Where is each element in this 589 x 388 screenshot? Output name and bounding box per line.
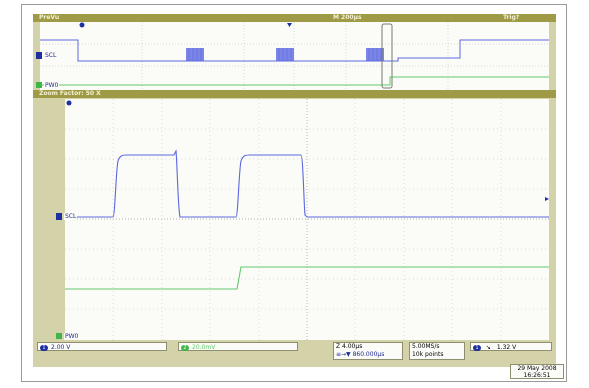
trigger-source-badge: 1 <box>473 344 481 351</box>
ch2-badge: 2 <box>181 344 189 351</box>
time-value: 16:26:51 <box>523 372 551 379</box>
zoom-factor-bar: Zoom Factor: 50 X <box>33 90 556 98</box>
overview-burst-lines <box>188 48 382 61</box>
overview-grid <box>40 22 549 90</box>
timestamp-box: 29 May 2008 16:26:51 <box>510 364 564 379</box>
trigger-level-value: 1.32 V <box>496 344 517 351</box>
ch1-badge: 1 <box>40 344 48 351</box>
record-length-value: 10k points <box>412 351 444 358</box>
zoomed-scl-trace <box>65 149 549 218</box>
date-value: 29 May 2008 <box>517 365 557 372</box>
acquisition-readout: 5.00MS/s 10k points <box>409 342 465 360</box>
ch1-scale-readout: 1 2.00 V <box>37 342 167 351</box>
zoomed-ch1-ground-marker <box>56 213 62 220</box>
zoom-factor-readout: Zoom Factor: 50 X <box>39 90 101 97</box>
timebase-readout: M 200µs <box>333 14 362 21</box>
zoom-window-marker <box>381 23 393 89</box>
bottom-status-area: 1 2.00 V 2 20.0mV Z 4.00µs ≡→▼ 860.000µs 5… <box>33 341 556 367</box>
zoomed-grid <box>65 99 549 340</box>
trigger-status: Trig? <box>503 14 520 21</box>
trigger-position-marker <box>287 23 292 27</box>
overview-waveform-graph <box>40 22 549 90</box>
trigger-slope-icon: ↘ <box>485 344 491 351</box>
ch2-scale-readout: 2 20.0mV <box>178 342 298 351</box>
zoom-time-readout: Z 4.00µs ≡→▼ 860.000µs <box>333 342 403 360</box>
zoomed-pw0-trace <box>65 266 549 290</box>
overview-pw0-label: PW0 <box>44 82 60 89</box>
acquisition-mode: PreVu <box>39 14 60 21</box>
zoomed-pw0-label: PW0 <box>64 333 80 340</box>
overview-ch1-ground-marker <box>36 52 42 59</box>
ch1-scale-value: 2.00 V <box>51 344 71 351</box>
zoomed-scl-label: SCL <box>64 213 78 220</box>
figure-frame: PreVu M 200µs Trig? <box>21 4 567 382</box>
overview-pw0-trace <box>40 76 549 86</box>
zoomed-waveform-graph <box>65 99 549 340</box>
overview-scl-trace <box>40 39 549 62</box>
zoomed-center-axes <box>65 99 549 340</box>
zoom-position-value: ≡→▼ 860.000µs <box>336 351 385 358</box>
trigger-level-marker <box>545 197 549 201</box>
sample-rate-value: 5.00MS/s <box>412 343 440 350</box>
overview-waveform-panel <box>40 22 549 90</box>
trigger-readout: 1 ↘ 1.32 V <box>470 342 552 351</box>
overview-scl-bursts <box>186 48 384 61</box>
overview-scl-label: SCL <box>44 52 58 59</box>
overview-ch1-marker <box>79 22 85 28</box>
ch2-scale-value: 20.0mV <box>192 344 216 351</box>
top-status-bar: PreVu M 200µs Trig? <box>33 14 556 22</box>
zoomed-waveform-panel <box>65 99 549 340</box>
oscilloscope-screen: PreVu M 200µs Trig? <box>33 14 556 367</box>
zoomed-ch1-marker <box>66 100 72 106</box>
zoomed-d0-marker <box>56 333 62 339</box>
zoom-time-value: Z 4.00µs <box>336 343 363 350</box>
overview-d0-marker <box>36 82 42 88</box>
